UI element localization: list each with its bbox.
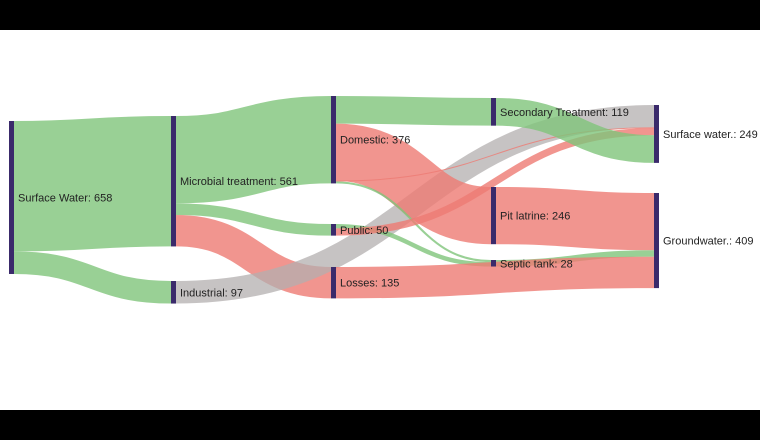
node-label-ground: Groundwater.: 409 bbox=[663, 236, 754, 248]
link-surface_water-to-industrial bbox=[13, 251, 172, 304]
link-surface_water-to-microbial bbox=[13, 116, 172, 252]
node-label-public: Public: 50 bbox=[340, 225, 388, 237]
node-bar-septic bbox=[491, 260, 496, 267]
link-domestic-to-secondary bbox=[335, 95, 492, 126]
node-label-secondary: Secondary Treatment: 119 bbox=[500, 107, 629, 119]
node-bar-secondary bbox=[491, 98, 496, 126]
node-label-losses: Losses: 135 bbox=[340, 278, 399, 290]
node-label-pit: Pit latrine: 246 bbox=[500, 211, 570, 223]
node-bar-industrial bbox=[171, 281, 176, 304]
link-domestic-to-pit bbox=[334, 123, 493, 245]
node-bar-surface_out bbox=[654, 105, 659, 163]
link-pit-to-ground bbox=[495, 187, 655, 251]
node-bar-pit bbox=[491, 187, 496, 245]
sankey-chart: Surface Water: 658 Microbial treatment: 5… bbox=[9, 95, 758, 304]
node-bar-microbial bbox=[171, 116, 176, 247]
link-losses-to-ground bbox=[335, 256, 655, 299]
nodes-group: Surface Water: 658 Microbial treatment: 5… bbox=[9, 96, 758, 304]
node-label-septic: Septic tank: 28 bbox=[500, 258, 573, 270]
node-label-microbial: Microbial treatment: 561 bbox=[180, 176, 298, 188]
node-label-industrial: Industrial: 97 bbox=[180, 287, 243, 299]
node-bar-surface_water bbox=[9, 121, 14, 274]
node-bar-ground bbox=[654, 193, 659, 289]
link-microbial-to-domestic bbox=[175, 96, 332, 204]
node-label-surface_out: Surface water.: 249 bbox=[663, 129, 758, 141]
link-microbial-to-public bbox=[175, 203, 332, 236]
node-label-domestic: Domestic: 376 bbox=[340, 135, 410, 147]
node-label-surface_water: Surface Water: 658 bbox=[18, 192, 112, 204]
chart-canvas: Surface Water: 658 Microbial treatment: 5… bbox=[0, 30, 760, 410]
node-bar-domestic bbox=[331, 96, 336, 184]
link-secondary-to-surface_out bbox=[495, 97, 655, 163]
links-group bbox=[13, 95, 655, 304]
node-bar-public bbox=[331, 224, 336, 236]
node-bar-losses bbox=[331, 267, 336, 299]
